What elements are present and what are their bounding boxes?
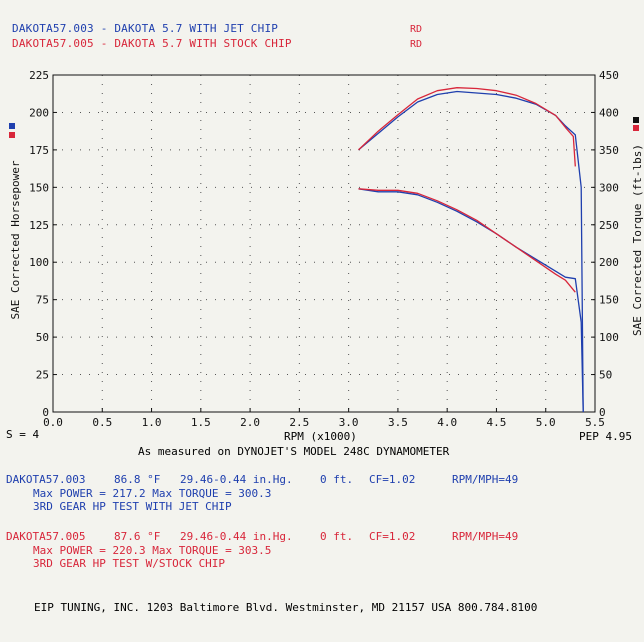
y-left-axis-label: SAE Corrected Horsepower (9, 160, 22, 319)
run2-max-power: Max POWER = 220.3 (33, 544, 146, 557)
dyno-caption: As measured on DYNOJET'S MODEL 248C DYNA… (138, 445, 450, 458)
left-legend-red (9, 132, 15, 138)
y-left-tick-label: 0 (42, 406, 49, 419)
x-tick-label: 0.5 (92, 416, 112, 429)
y-left-tick-label: 100 (29, 256, 49, 269)
y-right-tick-label: 250 (599, 219, 619, 232)
y-right-tick-label: 400 (599, 106, 619, 119)
x-tick-label: 4.0 (437, 416, 457, 429)
run1-ratio: RPM/MPH=49 (452, 473, 519, 486)
y-right-tick-label: 200 (599, 256, 619, 269)
run1-file: DAKOTA57.003 (12, 22, 94, 35)
run1-max-power: Max POWER = 217.2 (33, 487, 146, 500)
y-right-tick-label: 150 (599, 294, 619, 307)
y-right-tick-label: 100 (599, 331, 619, 344)
torque-tick-labels: 0 50 100 150 200 250 300 350 400 450 (599, 69, 619, 419)
y-right-tick-label: 450 (599, 69, 619, 82)
shop-footer: EIP TUNING, INC. 1203 Baltimore Blvd. We… (34, 601, 538, 614)
smoothing-label: S = 4 (6, 428, 40, 441)
x-tick-label: 3.0 (339, 416, 359, 429)
left-legend-blue (9, 123, 15, 129)
run2-file: DAKOTA57.005 (12, 37, 94, 50)
run2-temp: 87.6 °F (114, 530, 161, 543)
run1-cf: CF=1.02 (369, 473, 416, 486)
y-right-tick-label: 350 (599, 144, 619, 157)
run2-max-torque: Max TORQUE = 303.5 (152, 544, 272, 557)
run2-header: DAKOTA57.005 - DAKOTA 5.7 WITH STOCK CHI… (12, 37, 292, 50)
ticks (52, 74, 596, 413)
grid (53, 75, 595, 412)
y-left-tick-label: 225 (29, 69, 49, 82)
x-tick-label: 1.5 (191, 416, 211, 429)
y-right-tick-label: 0 (599, 406, 606, 419)
run2-max: Max POWER = 220.3 Max TORQUE = 303.5 (33, 544, 271, 557)
run2-cf: CF=1.02 (369, 530, 416, 543)
run2-summary-file: DAKOTA57.005 (6, 530, 86, 543)
x-axis-label: RPM (x1000) (284, 430, 357, 443)
hp-dakota57-005-line (358, 188, 576, 293)
y-right-axis-label: SAE Corrected Torque (ft-lbs) (631, 144, 644, 336)
run2-desc: 3RD GEAR HP TEST W/STOCK CHIP (33, 557, 226, 570)
x-tick-label: 2.5 (289, 416, 309, 429)
run1-title: DAKOTA 5.7 WITH JET CHIP (114, 22, 279, 35)
y-left-tick-label: 25 (36, 369, 49, 382)
x-tick-label: 1.0 (142, 416, 162, 429)
run2-alt: 0 ft. (320, 530, 354, 543)
run1-temp: 86.8 °F (114, 473, 161, 486)
hp-tick-labels: 0 25 50 75 100 125 150 175 200 225 (29, 69, 49, 419)
legend-squares (9, 117, 639, 138)
x-tick-label: 2.0 (240, 416, 260, 429)
torque-dakota57-005-line (358, 87, 576, 167)
run2-baro: 29.46-0.44 in.Hg. (180, 530, 293, 543)
run1-alt: 0 ft. (320, 473, 354, 486)
right-legend-black (633, 117, 639, 123)
run1-initials: RD (410, 24, 423, 35)
y-right-tick-label: 50 (599, 369, 612, 382)
y-left-tick-label: 200 (29, 106, 49, 119)
run1-summary-file: DAKOTA57.003 (6, 473, 86, 486)
y-left-tick-label: 50 (36, 331, 49, 344)
run2-title: DAKOTA 5.7 WITH STOCK CHIP (114, 37, 292, 50)
run1-baro: 29.46-0.44 in.Hg. (180, 473, 293, 486)
rpm-tick-labels: 0.0 0.5 1.0 1.5 2.0 2.5 3.0 3.5 4.0 4.5 5.0 5.5 (43, 416, 605, 429)
x-tick-label: 5.0 (536, 416, 556, 429)
run2-conditions: DAKOTA57.005 87.6 °F 29.46-0.44 in.Hg. 0… (6, 530, 518, 543)
y-left-tick-label: 150 (29, 181, 49, 194)
y-left-tick-label: 75 (36, 294, 49, 307)
torque-dakota57-003-line (358, 90, 584, 413)
series-layer (358, 87, 584, 413)
x-tick-label: 0.0 (43, 416, 63, 429)
x-tick-label: 4.5 (487, 416, 507, 429)
run1-conditions: DAKOTA57.003 86.8 °F 29.46-0.44 in.Hg. 0… (6, 473, 518, 486)
run1-max-torque: Max TORQUE = 300.3 (152, 487, 272, 500)
y-left-tick-label: 125 (29, 219, 49, 232)
run1-header: DAKOTA57.003 - DAKOTA 5.7 WITH JET CHIP (12, 22, 279, 35)
run2-ratio: RPM/MPH=49 (452, 530, 519, 543)
run2-initials: RD (410, 39, 423, 50)
right-legend-red (633, 125, 639, 131)
x-tick-label: 3.5 (388, 416, 408, 429)
pep-label: PEP 4.95 (579, 430, 632, 443)
hp-dakota57-003-line (358, 188, 584, 413)
plot-frame (52, 74, 596, 413)
x-tick-label: 5.5 (585, 416, 605, 429)
y-right-tick-label: 300 (599, 181, 619, 194)
run1-desc: 3RD GEAR HP TEST WITH JET CHIP (33, 500, 232, 513)
y-left-tick-label: 175 (29, 144, 49, 157)
run1-max: Max POWER = 217.2 Max TORQUE = 300.3 (33, 487, 271, 500)
